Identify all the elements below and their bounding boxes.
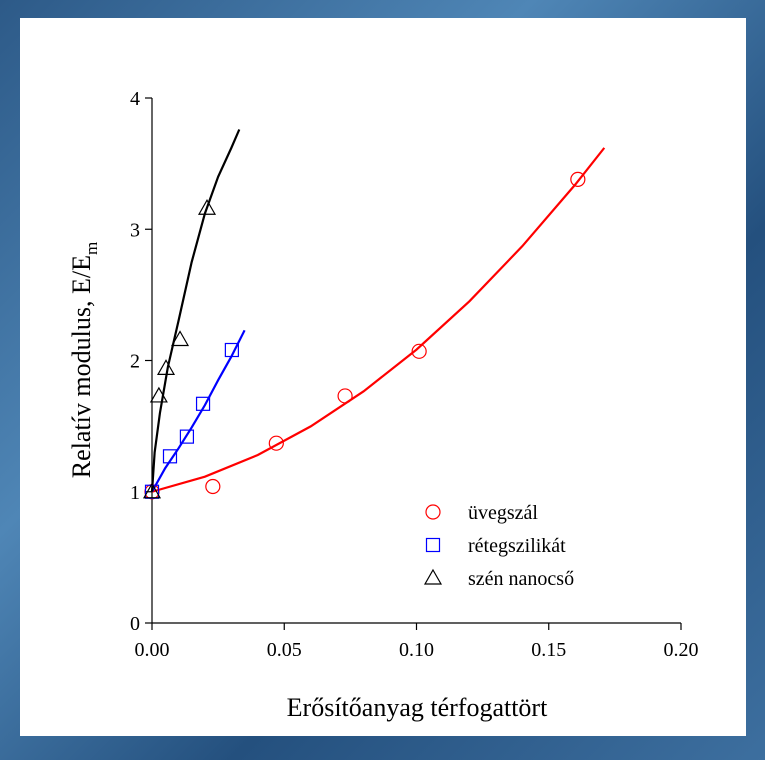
marker-square [195, 396, 211, 411]
x-tick-label: 0.10 [399, 639, 434, 661]
y-axis-label: Relatív modulus, E/Em [67, 242, 101, 478]
x-tick-label: 0.20 [664, 639, 699, 661]
y-axis-label-main: Relatív modulus, E/E [67, 255, 96, 478]
legend-label: rétegszilikát [468, 535, 566, 557]
y-tick-label: 4 [130, 88, 140, 110]
marker-triangle [149, 386, 168, 403]
marker-triangle [197, 199, 217, 215]
y-tick-label: 1 [130, 482, 140, 504]
marker-triangle [142, 482, 162, 499]
marker-circle [205, 478, 221, 495]
legend-label: szén nanocső [468, 568, 574, 590]
legend-marker [425, 504, 441, 520]
x-axis-label: Erősítőanyag térfogattört [287, 693, 548, 722]
y-axis-label-subscript: m [82, 242, 101, 255]
marker-circle [268, 435, 284, 451]
marker-square [224, 342, 239, 358]
x-tick-label: 0.15 [531, 639, 566, 661]
y-tick-label: 2 [130, 351, 140, 373]
x-tick-label: 0.00 [135, 639, 170, 661]
fit-curve [150, 129, 241, 492]
fit-curve [151, 329, 246, 493]
y-tick-label: 3 [130, 219, 140, 241]
marker-triangle [156, 359, 176, 375]
x-tick-label: 0.05 [267, 639, 302, 661]
fit-curve [151, 147, 606, 493]
marker-triangle [171, 330, 190, 347]
legend-marker [423, 568, 443, 585]
marker-circle [337, 388, 353, 404]
marker-circle [411, 343, 427, 359]
marker-circle [570, 171, 586, 187]
legend-label: üvegszál [468, 502, 538, 524]
legend-marker [425, 537, 441, 553]
marker-square [162, 449, 178, 464]
y-tick-label: 0 [130, 613, 140, 635]
marker-square [179, 429, 195, 444]
